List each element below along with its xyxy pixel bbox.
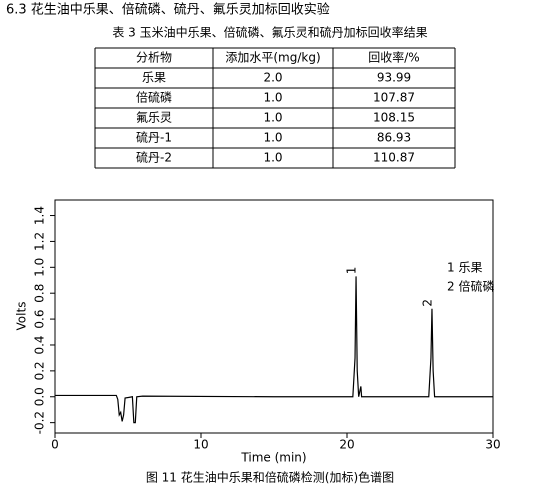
table-header-cell: 分析物 bbox=[136, 51, 172, 65]
table-cell: 86.93 bbox=[377, 131, 411, 145]
y-tick-label: 1.4 bbox=[33, 206, 47, 225]
table-header-cell: 回收率/% bbox=[368, 50, 419, 65]
y-axis-label: Volts bbox=[15, 302, 29, 331]
table-cell: 硫丹-2 bbox=[136, 150, 172, 165]
table-cell: 108.15 bbox=[373, 111, 415, 125]
y-tick-label: 0.4 bbox=[33, 335, 47, 354]
y-tick-label: 0.6 bbox=[33, 310, 47, 329]
table-cell: 1.0 bbox=[263, 111, 282, 125]
table-grid bbox=[94, 47, 456, 169]
y-tick-label: 0.2 bbox=[33, 361, 47, 380]
table-cell: 107.87 bbox=[373, 91, 415, 105]
legend-entry: 1 乐果 bbox=[447, 261, 482, 275]
x-tick-label: 20 bbox=[339, 438, 354, 452]
x-axis-label: Time (min) bbox=[240, 451, 306, 465]
table-cell: 93.99 bbox=[377, 71, 411, 85]
table-cell: 1.0 bbox=[263, 91, 282, 105]
trace bbox=[55, 276, 493, 424]
peak-label: 1 bbox=[345, 267, 359, 275]
x-tick-label: 30 bbox=[485, 438, 500, 452]
y-tick-label: 0.8 bbox=[33, 284, 47, 303]
table-cell: 1.0 bbox=[263, 151, 282, 165]
table-cell: 110.87 bbox=[373, 151, 415, 165]
table-caption: 表 3 玉米油中乐果、倍硫磷、氟乐灵和硫丹加标回收率结果 bbox=[112, 25, 427, 40]
legend-entry: 2 倍硫磷 bbox=[447, 279, 494, 294]
table-header-cell: 添加水平(mg/kg) bbox=[225, 51, 320, 65]
y-tick-label: -0.2 bbox=[33, 411, 47, 434]
y-tick-label: 1.2 bbox=[33, 232, 47, 251]
peak-label: 2 bbox=[420, 299, 434, 307]
x-tick-label: 10 bbox=[193, 438, 208, 452]
y-tick-label: 1.0 bbox=[33, 258, 47, 277]
y-tick-label: 0.0 bbox=[33, 387, 47, 406]
heading: 6.3 花生油中乐果、倍硫磷、硫丹、氟乐灵加标回收实验 bbox=[6, 2, 330, 18]
table-cell: 乐果 bbox=[142, 71, 166, 85]
table-cell: 倍硫磷 bbox=[136, 90, 172, 105]
table-cell: 硫丹-1 bbox=[136, 130, 172, 145]
plot-frame bbox=[54, 199, 494, 434]
x-tick-label: 0 bbox=[51, 438, 59, 452]
figure-caption: 图 11 花生油中乐果和倍硫磷检测(加标)色谱图 bbox=[146, 470, 394, 485]
table-cell: 2.0 bbox=[263, 71, 282, 85]
table-cell: 氟乐灵 bbox=[136, 111, 172, 125]
table-cell: 1.0 bbox=[263, 131, 282, 145]
